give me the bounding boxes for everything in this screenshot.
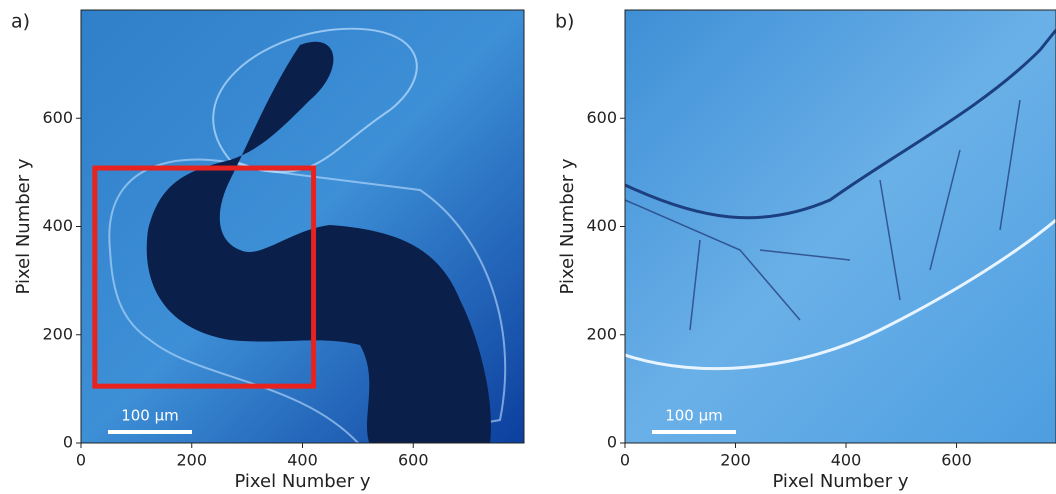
x-tick-label: 0 [620,451,630,470]
x-tick-label: 200 [176,451,207,470]
region-box [92,165,317,389]
y-tick-label: 0 [63,433,73,452]
panel [625,10,1056,443]
panel [81,10,524,443]
x-tick-label: 600 [398,451,429,470]
scale-bar-label: 100 μm [121,407,179,425]
x-axis-label: Pixel Number y [234,471,370,492]
y-tick-label: 600 [586,108,617,127]
panel-label: b) [555,11,574,33]
y-tick-label: 0 [607,433,617,452]
x-tick-label: 200 [720,451,751,470]
specimen [625,29,1056,371]
image-background [625,10,1056,443]
x-tick-label: 400 [831,451,862,470]
y-tick-label: 400 [42,216,73,235]
scale-bar-label: 100 μm [665,407,723,425]
y-tick-label: 200 [586,324,617,343]
x-axis-label: Pixel Number y [772,471,908,492]
axes-frame [624,9,1056,444]
axes-frame [80,9,525,444]
y-tick-label: 400 [586,216,617,235]
y-tick-label: 600 [42,108,73,127]
y-axis-label: Pixel Number y [557,158,578,294]
x-tick-label: 600 [941,451,972,470]
y-axis-label: Pixel Number y [13,158,34,294]
y-tick-label: 200 [42,324,73,343]
x-tick-label: 0 [76,451,86,470]
specimen [108,27,507,443]
panel-label: a) [11,11,30,33]
x-tick-label: 400 [287,451,318,470]
